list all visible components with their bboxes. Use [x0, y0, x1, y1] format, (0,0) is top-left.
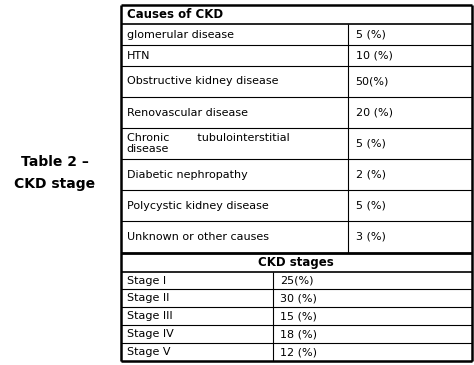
Text: Obstructive kidney disease: Obstructive kidney disease	[127, 77, 278, 87]
Text: 5 (%): 5 (%)	[356, 201, 385, 211]
Text: 50(%): 50(%)	[356, 77, 389, 87]
Text: Stage IV: Stage IV	[127, 329, 173, 339]
Text: 15 (%): 15 (%)	[280, 311, 317, 322]
Text: glomerular disease: glomerular disease	[127, 30, 234, 40]
Text: CKD stages: CKD stages	[258, 255, 334, 269]
Text: CKD stage: CKD stage	[14, 177, 95, 191]
Text: Renovascular disease: Renovascular disease	[127, 108, 247, 118]
Text: Stage III: Stage III	[127, 311, 172, 322]
Text: Unknown or other causes: Unknown or other causes	[127, 232, 269, 242]
Text: 18 (%): 18 (%)	[280, 329, 317, 339]
Text: Causes of CKD: Causes of CKD	[127, 8, 223, 22]
Text: 10 (%): 10 (%)	[356, 51, 392, 61]
Text: Table 2 –: Table 2 –	[20, 155, 89, 169]
Text: HTN: HTN	[127, 51, 150, 61]
Text: Stage I: Stage I	[127, 276, 166, 285]
Text: 2 (%): 2 (%)	[356, 170, 385, 180]
Text: 25(%): 25(%)	[280, 276, 313, 285]
Text: 20 (%): 20 (%)	[356, 108, 392, 118]
Text: 5 (%): 5 (%)	[356, 30, 385, 40]
Text: 5 (%): 5 (%)	[356, 139, 385, 149]
Text: Stage V: Stage V	[127, 347, 170, 357]
Text: 3 (%): 3 (%)	[356, 232, 385, 242]
Text: Diabetic nephropathy: Diabetic nephropathy	[127, 170, 247, 180]
Text: 12 (%): 12 (%)	[280, 347, 317, 357]
Text: Polycystic kidney disease: Polycystic kidney disease	[127, 201, 268, 211]
Text: 30 (%): 30 (%)	[280, 293, 317, 303]
Text: Stage II: Stage II	[127, 293, 169, 303]
Text: Chronic        tubulointerstitial
disease: Chronic tubulointerstitial disease	[127, 133, 289, 154]
